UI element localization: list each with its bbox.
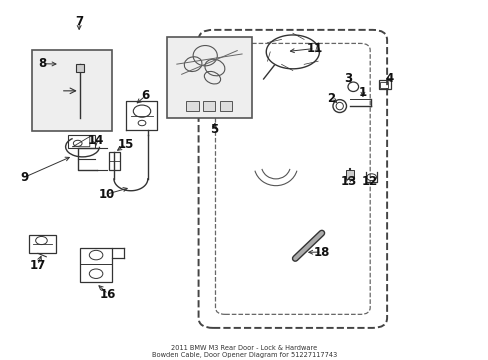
Text: 13: 13 xyxy=(340,175,356,188)
Text: 2: 2 xyxy=(327,92,335,105)
Text: 3: 3 xyxy=(344,72,352,85)
Bar xyxy=(380,82,387,88)
Text: 18: 18 xyxy=(313,246,329,258)
Bar xyxy=(203,101,215,111)
Text: 16: 16 xyxy=(100,288,116,301)
Text: 6: 6 xyxy=(141,89,149,102)
Bar xyxy=(29,235,56,253)
Bar xyxy=(32,50,111,131)
Text: 15: 15 xyxy=(118,138,134,151)
Bar xyxy=(378,80,390,89)
Text: 14: 14 xyxy=(87,134,103,148)
Bar xyxy=(346,170,353,179)
Text: 12: 12 xyxy=(361,175,378,188)
Bar xyxy=(186,101,198,111)
Bar xyxy=(80,248,111,282)
Text: 9: 9 xyxy=(20,171,29,184)
Text: 17: 17 xyxy=(29,259,45,272)
Text: 11: 11 xyxy=(306,42,322,55)
Text: 8: 8 xyxy=(38,57,46,70)
Bar xyxy=(220,101,232,111)
Text: 2011 BMW M3 Rear Door - Lock & Hardware
Bowden Cable, Door Opener Diagram for 51: 2011 BMW M3 Rear Door - Lock & Hardware … xyxy=(152,345,336,358)
Text: 5: 5 xyxy=(209,123,218,136)
Text: 7: 7 xyxy=(75,15,83,28)
Text: 1: 1 xyxy=(358,86,366,99)
Bar xyxy=(167,37,251,118)
Text: 4: 4 xyxy=(385,72,393,85)
Bar xyxy=(76,64,83,72)
Bar xyxy=(68,135,95,148)
Text: 10: 10 xyxy=(99,188,115,201)
Bar xyxy=(109,152,120,170)
